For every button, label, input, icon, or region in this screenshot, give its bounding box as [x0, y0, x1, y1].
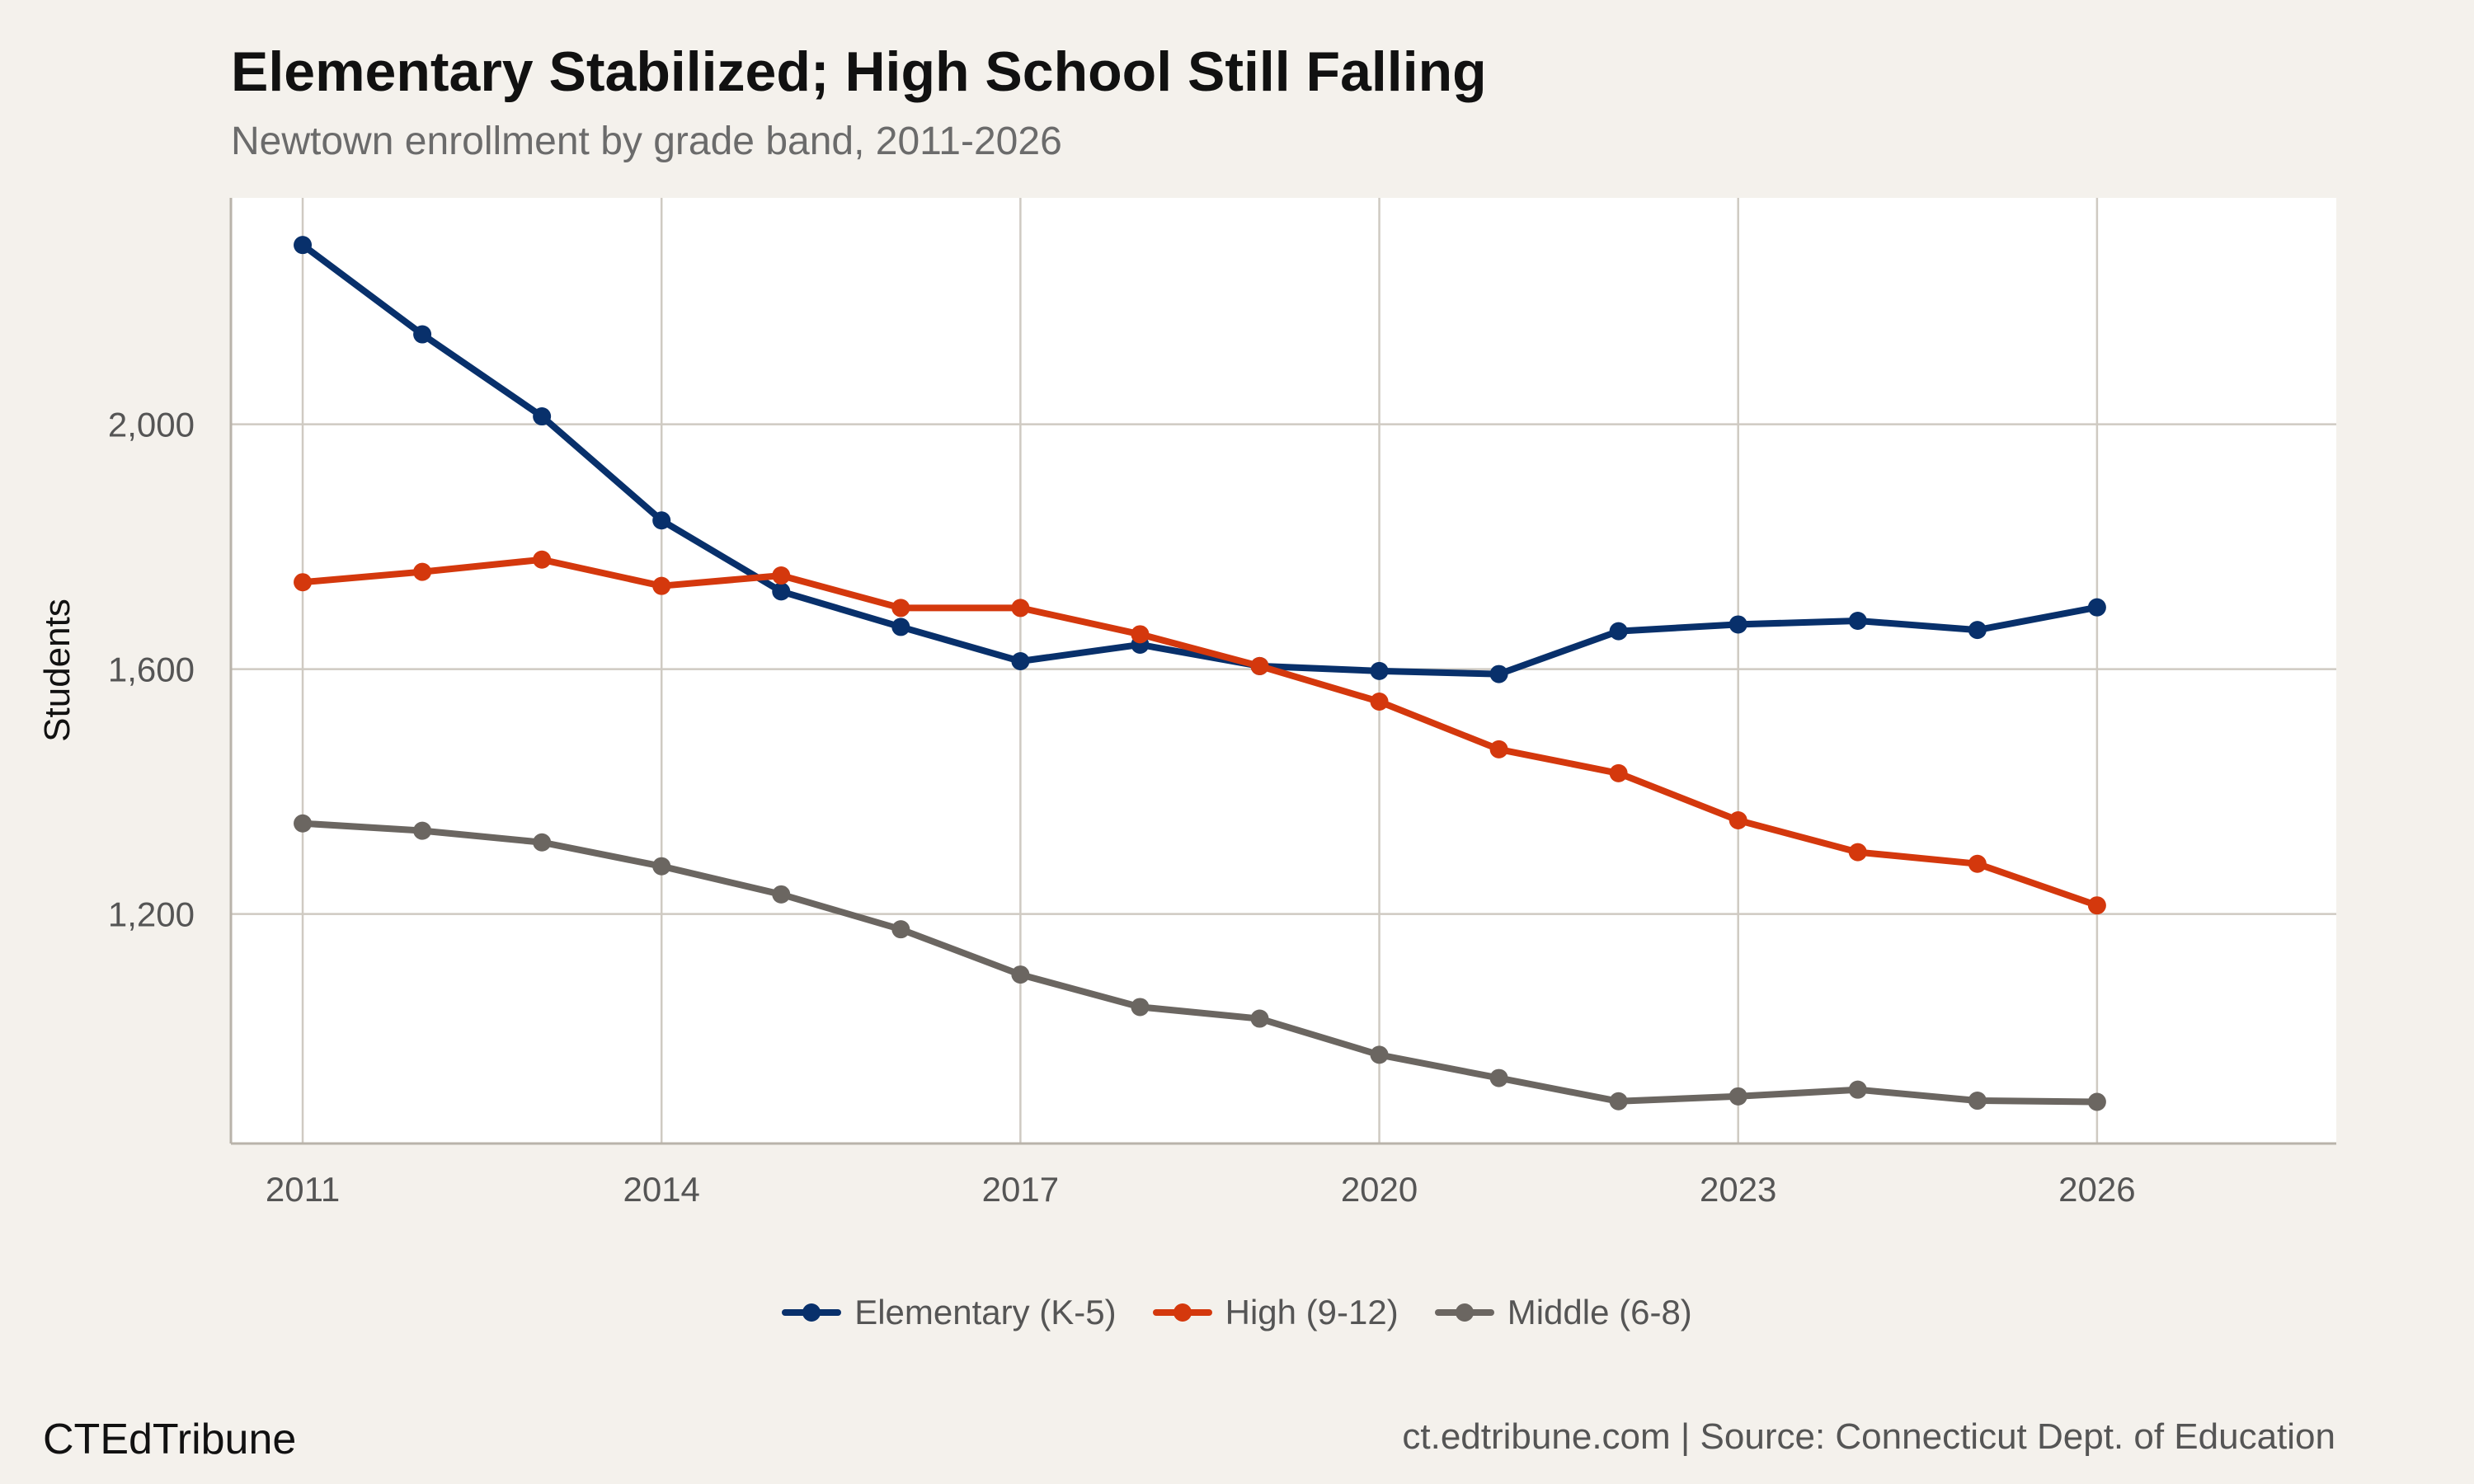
- data-point-middle: [1968, 1092, 1987, 1111]
- series-line-elementary: [299, 242, 2100, 678]
- source-credit: ct.edtribune.com | Source: Connecticut D…: [1402, 1416, 2335, 1457]
- brand-name: CTEdTribune: [43, 1416, 297, 1463]
- data-point-elementary: [891, 618, 910, 636]
- x-tick-label: 2026: [2058, 1170, 2135, 1209]
- data-point-high: [1370, 692, 1389, 711]
- series-line-high: [299, 556, 2100, 909]
- data-point-middle: [1489, 1068, 1508, 1087]
- legend-key-middle: [1434, 1303, 1494, 1322]
- data-point-high: [2087, 896, 2106, 915]
- series: [294, 236, 2106, 1111]
- data-point-middle: [772, 885, 791, 904]
- series-high: [294, 550, 2106, 915]
- data-point-high: [1131, 625, 1150, 644]
- data-point-elementary: [1848, 611, 1867, 630]
- data-point-middle: [891, 920, 910, 939]
- data-point-elementary: [294, 236, 313, 255]
- data-point-elementary: [1968, 621, 1987, 640]
- data-point-elementary: [1609, 622, 1628, 641]
- data-point-high: [652, 576, 671, 595]
- y-tick-label: 1,600: [108, 650, 195, 689]
- data-point-high: [294, 573, 313, 592]
- data-point-elementary: [1729, 615, 1747, 634]
- data-point-middle: [652, 857, 671, 876]
- data-point-middle: [1011, 965, 1030, 984]
- data-point-high: [1250, 656, 1269, 675]
- data-point-elementary: [533, 407, 552, 426]
- grid: [231, 198, 2336, 1144]
- data-point-high: [891, 599, 910, 618]
- data-point-high: [413, 562, 432, 581]
- legend-item-high: High (9-12): [1152, 1293, 1399, 1332]
- x-tick-label: 2011: [266, 1170, 340, 1209]
- series-middle: [294, 814, 2106, 1111]
- axis-ticks: 1,200 1,600 2,000 2011 2014 2017 2020 2023 2026: [108, 406, 2136, 1209]
- legend-key-high: [1152, 1303, 1212, 1322]
- data-point-middle: [1729, 1087, 1747, 1106]
- y-tick-label: 1,200: [108, 895, 195, 934]
- chart-subtitle: Newtown enrollment by grade band, 2011-2…: [231, 120, 1062, 163]
- x-tick-label: 2020: [1341, 1170, 1418, 1209]
- data-point-middle: [1848, 1080, 1867, 1099]
- data-point-high: [533, 550, 552, 569]
- data-point-middle: [413, 821, 432, 840]
- data-point-high: [1968, 854, 1987, 873]
- series-line-middle: [299, 819, 2100, 1106]
- data-point-elementary: [1011, 651, 1030, 670]
- y-tick-label: 2,000: [108, 406, 195, 444]
- legend-item-middle: Middle (6-8): [1434, 1293, 1692, 1332]
- data-point-elementary: [2087, 598, 2106, 617]
- data-point-middle: [1370, 1045, 1389, 1064]
- x-tick-label: 2023: [1700, 1170, 1776, 1209]
- legend-label: Elementary (K-5): [854, 1293, 1117, 1331]
- data-point-middle: [1609, 1092, 1628, 1111]
- data-point-elementary: [1489, 665, 1508, 683]
- chart-title: Elementary Stabilized; High School Still…: [231, 40, 1487, 103]
- data-point-high: [1848, 843, 1867, 862]
- data-point-high: [772, 566, 791, 585]
- data-point-elementary: [652, 511, 671, 530]
- data-point-high: [1729, 811, 1747, 830]
- data-point-middle: [1131, 998, 1150, 1017]
- data-point-middle: [533, 833, 552, 852]
- data-point-high: [1011, 599, 1030, 618]
- y-axis-label: Students: [37, 599, 78, 742]
- data-point-elementary: [772, 582, 791, 601]
- data-point-elementary: [1370, 661, 1389, 680]
- data-point-middle: [294, 814, 313, 833]
- legend-label: High (9-12): [1225, 1293, 1399, 1331]
- data-point-high: [1489, 740, 1508, 758]
- legend-item-elementary: Elementary (K-5): [782, 1293, 1117, 1332]
- chart-legend: Elementary (K-5) High (9-12) Middle (6-8): [0, 1293, 2474, 1332]
- data-point-elementary: [413, 325, 432, 344]
- legend-key-elementary: [782, 1303, 842, 1322]
- legend-label: Middle (6-8): [1507, 1293, 1692, 1331]
- data-point-middle: [2087, 1092, 2106, 1111]
- x-tick-label: 2014: [623, 1170, 699, 1209]
- x-tick-label: 2017: [982, 1170, 1059, 1209]
- data-point-middle: [1250, 1009, 1269, 1028]
- data-point-high: [1609, 763, 1628, 782]
